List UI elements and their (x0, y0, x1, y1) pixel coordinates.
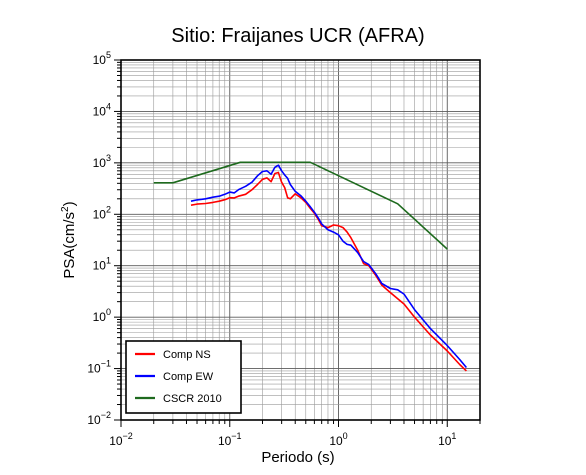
y-tick-label: 102 (93, 204, 111, 221)
x-axis-label: Periodo (s) (261, 449, 334, 466)
legend: Comp NS Comp EW CSCR 2010 (125, 340, 242, 414)
x-tick-label: 10−2 (109, 431, 133, 448)
series-layer (153, 161, 468, 372)
y-tick-label: 101 (93, 256, 111, 273)
y-tick-label: 104 (93, 101, 111, 118)
y-tick-label: 100 (93, 307, 111, 324)
y-tick-label: 105 (93, 50, 111, 67)
series-line-cscr-2010 (153, 161, 448, 250)
legend-label: CSCR 2010 (163, 393, 222, 405)
x-tick-label: 10−1 (218, 431, 242, 448)
series-line-comp-ew (190, 164, 468, 369)
x-tick-labels: 10−2 10−1 100 101 (109, 431, 456, 448)
y-axis-label: PSA(cm/s2) (60, 201, 78, 278)
y-tick-labels: 10−2 10−1 100 101 102 103 104 105 (87, 50, 111, 427)
plot-frame (120, 59, 481, 421)
legend-items: Comp NS Comp EW CSCR 2010 (135, 349, 222, 405)
y-tick-label: 10−1 (87, 359, 111, 376)
x-tick-label: 100 (329, 431, 347, 448)
chart-title: Sitio: Fraijanes UCR (AFRA) (171, 25, 424, 47)
y-tick-label: 10−2 (87, 410, 111, 427)
legend-label: Comp NS (163, 349, 211, 361)
legend-label: Comp EW (163, 371, 214, 383)
x-tick-label: 101 (438, 431, 456, 448)
series-line-comp-ns (190, 171, 467, 372)
ticks (114, 59, 481, 427)
y-tick-label: 103 (93, 153, 111, 170)
